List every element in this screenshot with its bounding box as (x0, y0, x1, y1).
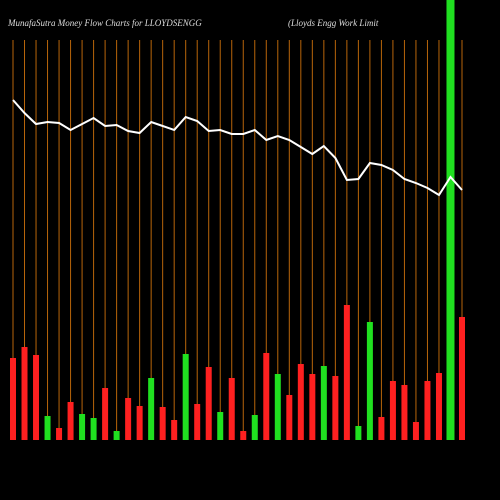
bar (332, 376, 339, 440)
bar (125, 398, 132, 440)
bar (263, 353, 270, 440)
bar (389, 381, 396, 440)
bar (240, 431, 247, 440)
bar (412, 422, 419, 440)
bar (10, 358, 16, 440)
bar (378, 417, 385, 440)
bar (401, 385, 408, 440)
bar (136, 406, 143, 440)
bar (320, 366, 327, 440)
bar (446, 0, 455, 440)
bar (205, 367, 212, 440)
bar (113, 431, 120, 440)
bar (182, 354, 189, 440)
bar (79, 414, 86, 440)
bar (171, 420, 178, 440)
bar (90, 418, 97, 440)
bar (366, 322, 373, 440)
bar (148, 378, 155, 440)
bar (21, 347, 28, 440)
money-flow-line (12, 99, 463, 197)
bar (251, 415, 258, 440)
bar (459, 317, 465, 440)
bar (194, 404, 201, 440)
bar (44, 416, 51, 440)
bar (274, 374, 281, 440)
bar (424, 381, 431, 440)
bar (102, 388, 109, 440)
bar (309, 374, 316, 440)
bar (67, 402, 74, 440)
bar (159, 407, 166, 440)
bar (297, 364, 304, 440)
bar (343, 305, 350, 440)
bar (217, 412, 224, 440)
chart-subtitle: (Lloyds Engg Work Limit (288, 18, 379, 28)
bar (56, 428, 63, 440)
bar (33, 355, 40, 440)
bar (435, 373, 442, 440)
bar (228, 378, 235, 440)
bar (355, 426, 362, 440)
bar (286, 395, 293, 440)
chart-title: MunafaSutra Money Flow Charts for LLOYDS… (7, 18, 202, 28)
